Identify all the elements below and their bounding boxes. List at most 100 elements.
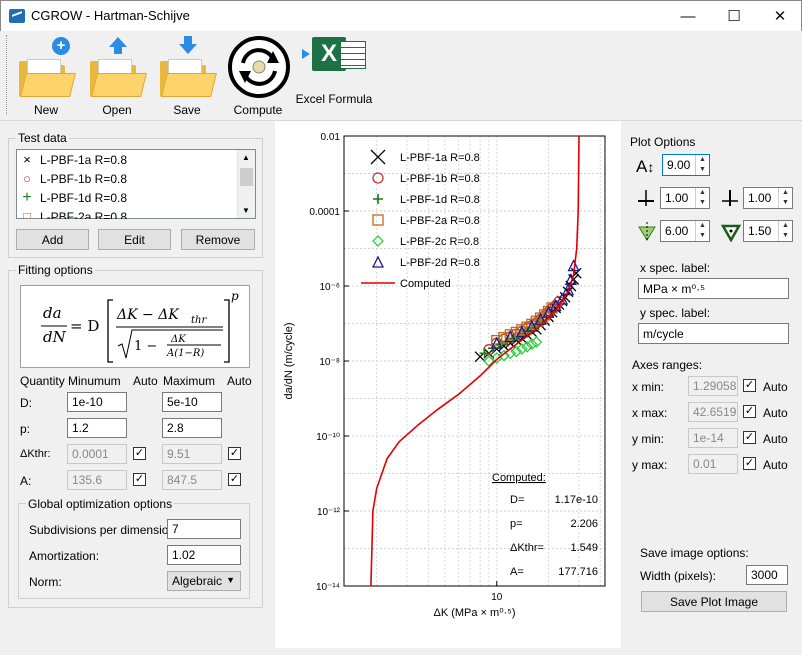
- x-max-auto-checkbox[interactable]: ✓: [743, 405, 756, 418]
- plot-options-title: Plot Options: [630, 135, 696, 149]
- spin-arrows-icon[interactable]: ▲ ▼: [778, 221, 792, 241]
- computed-label: p=: [510, 518, 523, 530]
- list-item[interactable]: ○ L-PBF-1b R=0.8: [20, 169, 127, 188]
- norm-value: Algebraic: [172, 574, 223, 588]
- y-axis-label: da/dN (m/cycle): [283, 322, 295, 399]
- computed-value: 1.17e-10: [555, 494, 598, 506]
- open-button[interactable]: Open: [85, 31, 149, 119]
- compute-label: Compute: [233, 103, 283, 117]
- x-max-label: x max:: [632, 406, 668, 420]
- plus-marker-icon: +: [22, 188, 32, 206]
- scroll-down-icon[interactable]: ▼: [242, 206, 250, 215]
- test-data-group: [8, 138, 263, 258]
- dkthr-label: ΔKthr:: [20, 448, 51, 460]
- minimize-button[interactable]: —: [680, 7, 696, 25]
- open-label: Open: [102, 103, 132, 117]
- global-optimization-title: Global optimization options: [26, 497, 175, 511]
- spin-arrows-icon[interactable]: ▲ ▼: [695, 221, 709, 241]
- list-item[interactable]: □ L-PBF-2a R=0.8: [20, 207, 127, 219]
- save-button[interactable]: Save: [155, 31, 219, 119]
- norm-select[interactable]: Algebraic ▼: [167, 571, 241, 591]
- excel-formula-button[interactable]: X Excel Formula: [296, 31, 372, 119]
- x-label-input[interactable]: MPa × m⁰·⁵: [638, 278, 789, 299]
- new-button[interactable]: + New: [14, 31, 78, 119]
- formula-num: ΔK − ΔK: [116, 307, 180, 323]
- up-arrow-icon: [109, 37, 127, 47]
- add-button[interactable]: Add: [16, 229, 89, 250]
- a-min-input[interactable]: 135.6: [67, 470, 127, 490]
- scroll-thumb[interactable]: [240, 168, 253, 186]
- edit-button[interactable]: Edit: [98, 229, 171, 250]
- a-max-input[interactable]: 847.5: [162, 470, 222, 490]
- list-scrollbar[interactable]: ▲ ▼: [237, 150, 255, 218]
- y-label-input[interactable]: m/cycle: [638, 323, 789, 344]
- folder-icon: [160, 59, 217, 97]
- spin-arrows-icon[interactable]: ▲ ▼: [695, 188, 709, 208]
- scroll-up-icon[interactable]: ▲: [242, 153, 250, 162]
- x-axis-line-icon: [638, 190, 654, 206]
- marker-width-spinbox[interactable]: 1.50 ▲ ▼: [743, 220, 793, 242]
- p-max-input[interactable]: 2.8: [162, 418, 222, 438]
- fitting-options-group: [8, 270, 263, 608]
- close-button[interactable]: ✕: [773, 8, 787, 25]
- new-label: New: [33, 103, 58, 117]
- formula-display: da dN = D ΔK − ΔK thr 1 − ΔK A(1−R) p: [20, 285, 250, 368]
- marker-size-icon: [638, 222, 656, 242]
- quantity-header: Quantity: [20, 374, 65, 388]
- list-item[interactable]: × L-PBF-1a R=0.8: [20, 150, 128, 169]
- a-max-auto-checkbox[interactable]: ✓: [228, 473, 241, 486]
- amortization-input[interactable]: 1.02: [167, 545, 241, 565]
- d-label: D:: [20, 396, 32, 410]
- compute-button[interactable]: Compute: [226, 31, 290, 119]
- p-min-input[interactable]: 1.2: [67, 418, 127, 438]
- y-min-auto-checkbox[interactable]: ✓: [743, 431, 756, 444]
- x-axis-label: ΔK (MPa × m⁰·⁵): [433, 607, 515, 619]
- dkthr-min-auto-checkbox[interactable]: ✓: [133, 447, 146, 460]
- save-plot-image-button[interactable]: Save Plot Image: [641, 591, 787, 612]
- dkthr-max-input[interactable]: 9.51: [162, 444, 222, 464]
- folder-icon: [90, 59, 147, 97]
- y-min-input[interactable]: 1e-14: [688, 428, 738, 448]
- subdivisions-input[interactable]: 7: [167, 519, 241, 539]
- test-data-title: Test data: [16, 131, 69, 145]
- a-min-auto-checkbox[interactable]: ✓: [133, 473, 146, 486]
- toolbar-grip[interactable]: [6, 35, 9, 115]
- legend-label: Computed: [400, 278, 451, 290]
- width-input[interactable]: 3000: [746, 565, 788, 585]
- data-point-d: [515, 342, 528, 355]
- data-point-s: [491, 334, 503, 347]
- y-max-auto-checkbox[interactable]: ✓: [743, 457, 756, 470]
- y-max-input[interactable]: 0.01: [688, 454, 738, 474]
- spin-arrows-icon[interactable]: ▲ ▼: [695, 155, 709, 175]
- data-point-^: [504, 330, 517, 343]
- maximize-button[interactable]: ☐: [727, 8, 741, 25]
- y-tick-label: 10⁻⁶: [319, 282, 340, 293]
- list-item[interactable]: + L-PBF-1d R=0.8: [20, 188, 127, 207]
- data-point-d: [497, 349, 510, 362]
- square-marker-icon: □: [23, 209, 31, 219]
- remove-button[interactable]: Remove: [181, 229, 255, 250]
- dkthr-min-input[interactable]: 0.0001: [67, 444, 127, 464]
- legend-marker: [372, 235, 384, 247]
- excel-label: Excel Formula: [295, 92, 373, 106]
- x-max-input[interactable]: 42.6519: [688, 402, 738, 422]
- legend-marker: [372, 172, 384, 184]
- font-size-spinbox[interactable]: 9.00 ▲ ▼: [662, 154, 710, 176]
- legend-label: L-PBF-2c R=0.8: [400, 236, 479, 248]
- spin-arrows-icon[interactable]: ▲ ▼: [778, 188, 792, 208]
- data-point-d: [510, 345, 523, 358]
- chart-svg[interactable]: 10⁻¹⁴ 10⁻¹² 10⁻¹⁰ 10⁻⁸ 10⁻⁶ 0.0001 0.01 10 ΔK (M…: [275, 121, 621, 648]
- x-min-auto-checkbox[interactable]: ✓: [743, 379, 756, 392]
- y-tick-label: 10⁻¹⁴: [316, 582, 340, 593]
- x-min-input[interactable]: 1.29058: [688, 376, 738, 396]
- d-min-input[interactable]: 1e-10: [67, 392, 127, 412]
- font-size-icon: A↕: [636, 157, 655, 176]
- subdivisions-label: Subdivisions per dimension:: [29, 523, 179, 537]
- marker-size-spinbox[interactable]: 6.00 ▲ ▼: [660, 220, 710, 242]
- data-point-s: [498, 331, 510, 344]
- x-line-spinbox[interactable]: 1.00 ▲ ▼: [660, 187, 710, 209]
- legend-marker: [371, 255, 385, 268]
- d-max-input[interactable]: 5e-10: [162, 392, 222, 412]
- dkthr-max-auto-checkbox[interactable]: ✓: [228, 447, 241, 460]
- y-line-spinbox[interactable]: 1.00 ▲ ▼: [743, 187, 793, 209]
